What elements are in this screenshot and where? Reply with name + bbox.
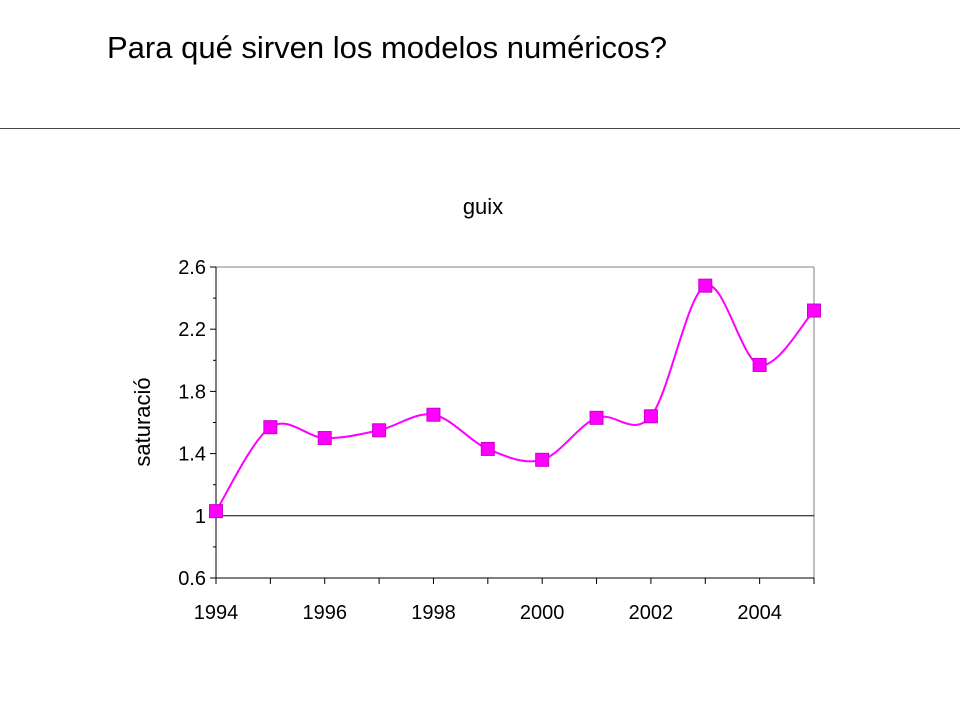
data-point [372,423,387,438]
y-tick-label: 1.4 [178,444,206,466]
x-tick-label: 1996 [302,602,347,624]
y-axis-label: saturació [130,377,155,466]
x-tick-label: 2002 [629,602,674,624]
data-point [807,303,821,318]
x-tick-label: 2004 [737,602,782,624]
y-tick-label: 2.2 [178,319,206,341]
slide-title: Para qué sirven los modelos numéricos? [107,30,667,65]
y-tick-label: 2.6 [178,257,206,279]
data-point [698,278,713,293]
data-point [752,357,767,372]
x-tick-label: 1994 [194,602,239,624]
y-tick-label: 1 [195,506,206,528]
data-point [317,431,332,446]
y-tick-label: 0.6 [178,568,206,590]
data-point [643,409,658,424]
title-divider [0,128,960,129]
data-point [209,504,223,519]
y-tick-label: 1.8 [178,381,206,403]
data-point [480,441,495,456]
chart-title: guix [463,194,503,219]
data-point [426,407,441,422]
x-tick-label: 2000 [520,602,565,624]
data-point [589,410,604,425]
data-point [263,420,278,435]
series-line [215,284,815,512]
x-tick-label: 1998 [411,602,456,624]
data-point [535,452,550,467]
